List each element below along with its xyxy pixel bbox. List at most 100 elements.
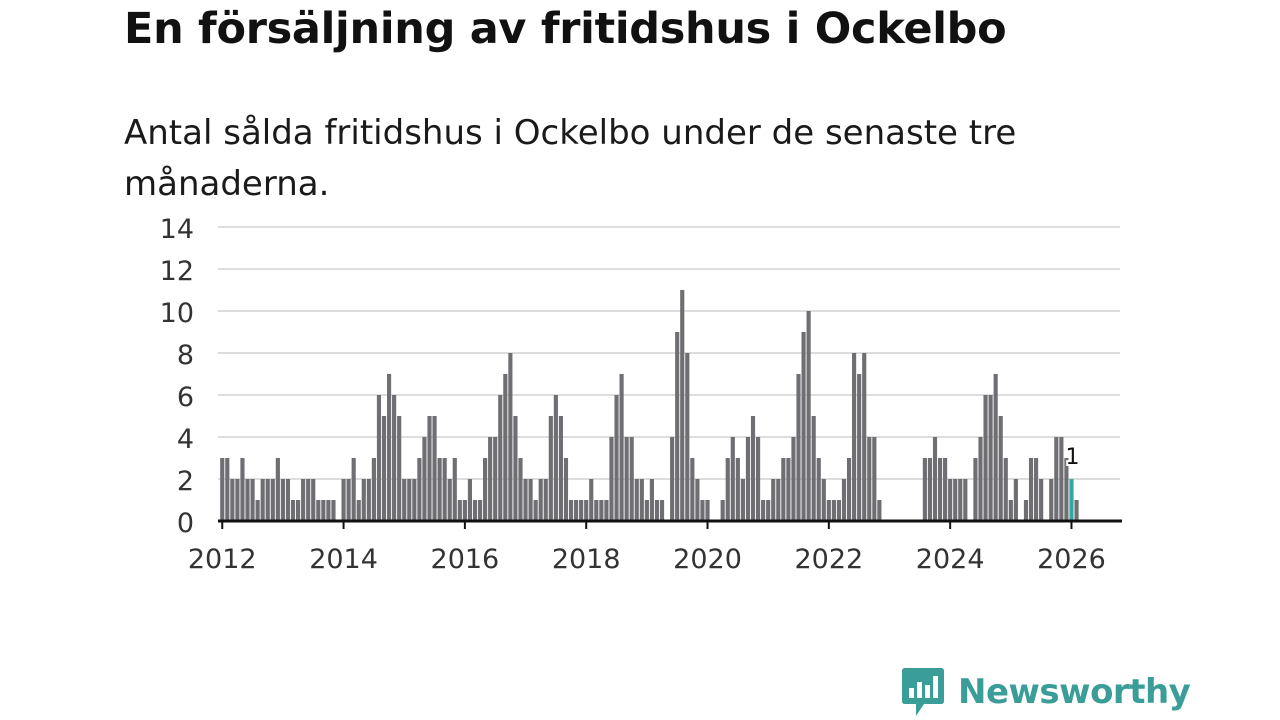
bar	[472, 500, 478, 521]
y-tick-label: 8	[177, 340, 194, 371]
bar	[766, 500, 771, 521]
x-tick-label: 2020	[673, 544, 742, 575]
bar	[412, 479, 417, 521]
bar	[680, 290, 685, 521]
bar	[341, 479, 346, 521]
bar	[695, 479, 700, 521]
y-tick-label: 10	[160, 298, 194, 329]
bar	[670, 437, 675, 521]
y-tick-label: 4	[177, 424, 194, 455]
bar	[604, 500, 609, 521]
bar	[745, 437, 751, 521]
bar	[685, 353, 690, 521]
bar	[771, 479, 776, 521]
bar	[846, 458, 852, 521]
bar	[230, 479, 235, 521]
bar	[477, 500, 483, 521]
bar	[235, 479, 240, 521]
newsworthy-logo-text: Newsworthy	[958, 672, 1191, 712]
bar	[1054, 437, 1059, 521]
bar	[1023, 500, 1029, 521]
y-tick-label: 0	[177, 508, 194, 539]
bar	[1028, 458, 1034, 521]
bar	[311, 479, 316, 521]
bar	[958, 479, 963, 521]
bar	[816, 458, 821, 521]
bar	[417, 458, 422, 521]
bar	[386, 374, 392, 521]
newsworthy-logo: Newsworthy	[902, 668, 1191, 720]
bar	[796, 374, 801, 521]
bar	[720, 500, 725, 521]
bar	[988, 395, 993, 521]
bar	[927, 458, 933, 521]
bar	[786, 458, 791, 521]
x-tick-label: 2018	[552, 544, 621, 575]
bar	[351, 458, 356, 521]
bar	[270, 479, 275, 521]
bar	[321, 500, 326, 521]
bar	[290, 500, 296, 521]
bar	[644, 500, 649, 521]
bar	[503, 374, 508, 521]
bar	[629, 437, 634, 521]
bar	[978, 437, 983, 521]
x-tick-label: 2022	[794, 544, 863, 575]
bar	[452, 458, 457, 521]
axes	[218, 519, 1122, 529]
labels: 0 2 4 6 8 10 12 14 1 2012 2014 2016 2018 2020 2022 2024…	[160, 214, 1106, 575]
bar	[250, 479, 255, 521]
bar	[498, 395, 503, 521]
bar-chart: 0 2 4 6 8 10 12 14 1 2012 2014 2016 2018 2020 2022 2024…	[160, 214, 1122, 575]
bar	[740, 479, 745, 521]
newsworthy-logo-icon	[902, 668, 944, 716]
bar	[1059, 437, 1064, 521]
bar	[852, 353, 857, 521]
bar	[523, 479, 528, 521]
bar	[331, 500, 336, 521]
bar	[285, 479, 291, 521]
bar	[932, 437, 938, 521]
bar	[725, 458, 730, 521]
bar	[791, 437, 796, 521]
x-tick-label: 2014	[309, 544, 378, 575]
bar	[457, 500, 462, 521]
bar	[543, 479, 548, 521]
x-tick-label: 2026	[1037, 544, 1106, 575]
bar	[422, 437, 427, 521]
bar	[275, 458, 280, 521]
bar	[948, 479, 953, 521]
bar	[528, 479, 533, 521]
bar	[973, 458, 978, 521]
bar	[371, 458, 376, 521]
bar	[493, 437, 498, 521]
bar	[225, 458, 230, 521]
bar	[483, 458, 488, 521]
bar	[841, 479, 847, 521]
gridlines	[218, 226, 1120, 480]
bar	[245, 479, 250, 521]
bar	[750, 416, 756, 521]
bar	[392, 395, 397, 521]
bar	[427, 416, 432, 521]
bar	[654, 500, 660, 521]
bar	[1003, 458, 1008, 521]
bar	[1074, 500, 1079, 521]
bar	[756, 437, 761, 521]
bar	[260, 479, 265, 521]
bar	[877, 500, 882, 521]
bars	[220, 290, 1079, 521]
bar-highlight	[1069, 479, 1074, 521]
bar	[831, 500, 836, 521]
bar	[594, 500, 599, 521]
bar	[836, 500, 842, 521]
bar	[326, 500, 331, 521]
highlight-value-label: 1	[1065, 445, 1079, 470]
bar	[488, 437, 493, 521]
bar	[937, 458, 943, 521]
bar	[826, 500, 831, 521]
bar	[316, 500, 321, 521]
bar	[589, 479, 594, 521]
bar	[872, 437, 877, 521]
bar	[538, 479, 543, 521]
